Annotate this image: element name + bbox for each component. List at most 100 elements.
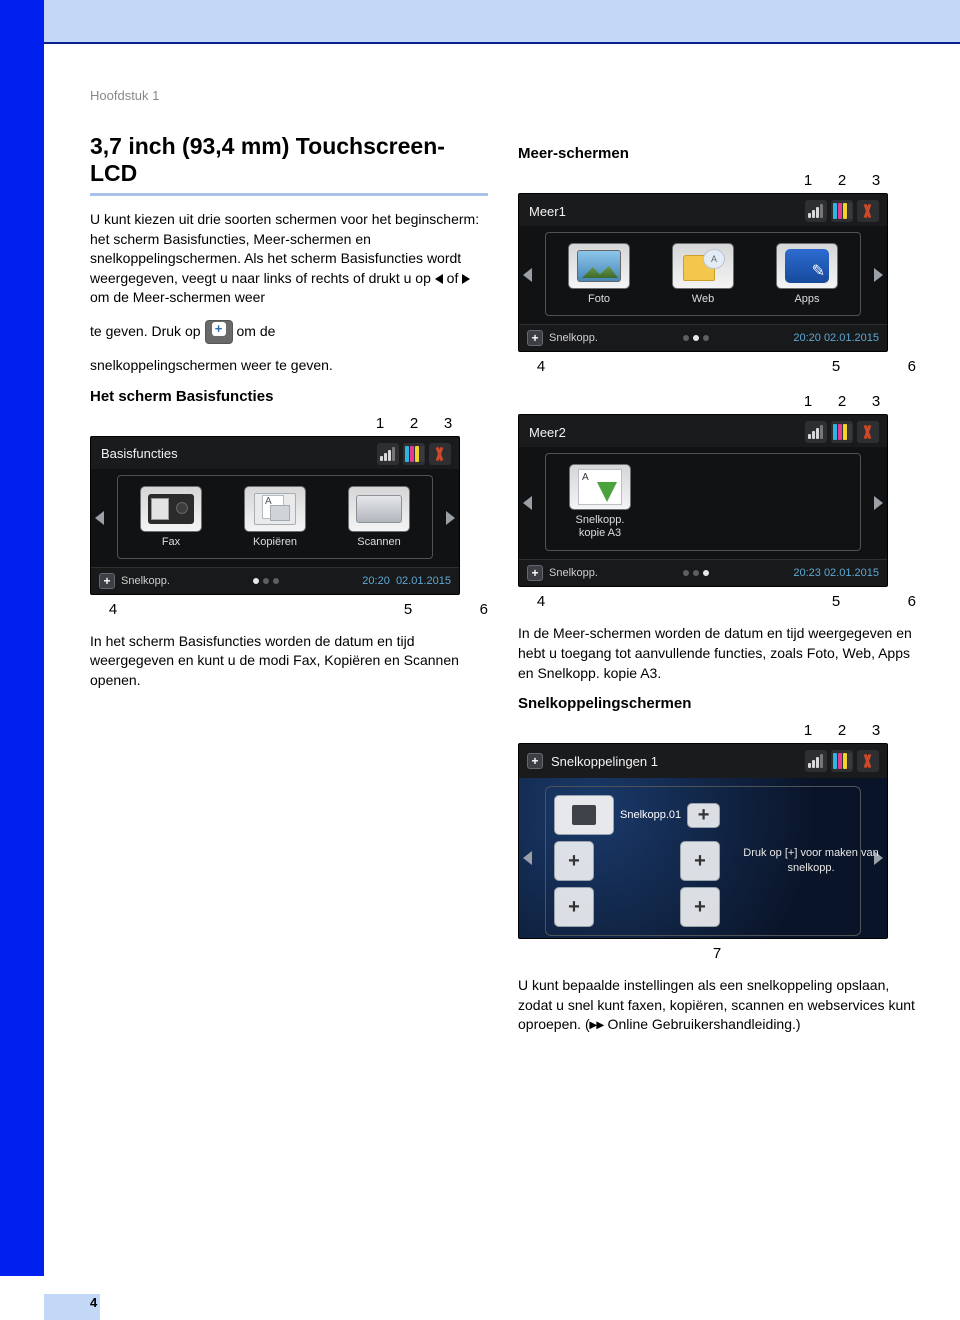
callout-3d: 3	[870, 722, 882, 739]
snel-add-1[interactable]: +	[687, 803, 720, 828]
status-icons	[377, 443, 451, 465]
callout-6: 6	[438, 601, 488, 618]
footer-date: 02.01.2015	[824, 332, 879, 344]
a3-line1: Snelkopp.	[576, 514, 625, 526]
footer-datetime: 20:20 02.01.2015	[362, 575, 451, 587]
callouts-bottom-meer2: 4 5 6	[518, 593, 916, 610]
lcd-meer1-title: Meer1	[529, 204, 566, 219]
callout-2d: 2	[836, 722, 848, 739]
basis-description: In het scherm Basisfuncties worden de da…	[90, 632, 488, 691]
app-row: Fax Kopiëren Scannen	[117, 475, 433, 559]
callouts-bottom-meer1: 4 5 6	[518, 358, 916, 375]
label-scan: Scannen	[357, 536, 400, 548]
callout-4: 4	[90, 601, 136, 618]
callouts-bottom-basis: 4 5 6	[90, 601, 488, 618]
nav-right-icon[interactable]	[874, 496, 883, 510]
intro-text-mid: of	[443, 270, 462, 286]
wifi-icon[interactable]	[805, 750, 827, 772]
ink-icon[interactable]	[831, 750, 853, 772]
footer-shortcut[interactable]: Snelkopp.	[549, 567, 598, 579]
snel-add-4[interactable]: +	[554, 887, 594, 927]
footer-time: 20:20	[362, 575, 390, 587]
nav-right-icon[interactable]	[874, 268, 883, 282]
tools-icon[interactable]	[857, 750, 879, 772]
label-fax: Fax	[162, 536, 180, 548]
intro-3b: om de	[237, 322, 276, 342]
nav-left-icon[interactable]	[523, 851, 532, 865]
callout-3: 3	[442, 415, 454, 432]
footer-shortcut[interactable]: Snelkopp.	[549, 332, 598, 344]
footer-plus-icon[interactable]: +	[99, 573, 115, 589]
snel-item-label: Snelkopp.01	[620, 809, 681, 821]
tile-web[interactable]: Web	[654, 239, 752, 311]
snel-tile-1[interactable]	[554, 795, 614, 835]
footer-shortcut-label[interactable]: Snelkopp.	[121, 575, 170, 587]
a3-icon	[578, 469, 622, 505]
callouts-top-meer2: 1 2 3	[518, 393, 916, 410]
callout-4c: 4	[518, 593, 564, 610]
callout-5: 5	[378, 601, 438, 618]
wifi-icon[interactable]	[805, 200, 827, 222]
left-column: 3,7 inch (93,4 mm) Touchscreen-LCD U kun…	[90, 133, 488, 1047]
tile-scan[interactable]: Scannen	[330, 482, 428, 554]
tools-icon[interactable]	[429, 443, 451, 465]
intro-4: snelkoppelingschermen weer te geven.	[90, 356, 488, 376]
tile-fax[interactable]: Fax	[122, 482, 220, 554]
tile-copy[interactable]: Kopiëren	[226, 482, 324, 554]
tools-icon[interactable]	[857, 200, 879, 222]
snel-hint: Druk op [+] voor maken van snelkopp.	[726, 795, 888, 927]
ink-icon[interactable]	[403, 443, 425, 465]
chapter-label: Hoofdstuk 1	[90, 88, 916, 103]
double-chevron-icon: ▸▸	[590, 1016, 604, 1032]
fax-icon	[148, 494, 194, 524]
nav-left-icon[interactable]	[523, 496, 532, 510]
tile-a3[interactable]: Snelkopp. kopie A3	[550, 460, 650, 546]
nav-left-icon[interactable]	[95, 511, 104, 525]
meer-description: In de Meer-schermen worden de datum en t…	[518, 624, 916, 683]
footer-left: + Snelkopp.	[99, 573, 170, 589]
nav-left-icon[interactable]	[523, 268, 532, 282]
label-web: Web	[692, 293, 714, 305]
callout-2c: 2	[836, 393, 848, 410]
lcd-basisfuncties: Basisfuncties Fax	[90, 436, 460, 595]
callout-2b: 2	[836, 172, 848, 189]
wifi-icon[interactable]	[805, 421, 827, 443]
lcd-snel-wrap: + Snelkoppelingen 1	[518, 743, 916, 939]
snel-description: U kunt bepaalde instellingen als een sne…	[518, 976, 916, 1035]
lcd-meer2-wrap: Meer2	[518, 414, 916, 587]
footer-plus-icon[interactable]: +	[527, 330, 543, 346]
snel-add-3[interactable]: +	[680, 841, 720, 881]
lcd-footer: + Snelkopp. 20:20 02.01.2015	[91, 567, 459, 594]
callouts-top-basis: 1 2 3	[90, 415, 488, 432]
footer-plus-icon[interactable]: +	[527, 565, 543, 581]
apps-icon	[785, 249, 829, 283]
header-plus-icon[interactable]: +	[527, 753, 543, 769]
callout-2: 2	[408, 415, 420, 432]
lcd-title: Basisfuncties	[101, 446, 178, 461]
ink-icon[interactable]	[831, 200, 853, 222]
intro-paragraph: U kunt kiezen uit drie soorten schermen …	[90, 210, 488, 308]
snel-add-5[interactable]: +	[680, 887, 720, 927]
tools-icon[interactable]	[857, 421, 879, 443]
nav-right-icon[interactable]	[446, 511, 455, 525]
callout-7: 7	[518, 945, 916, 962]
section-title: 3,7 inch (93,4 mm) Touchscreen-LCD	[90, 133, 488, 187]
photo-icon	[577, 250, 621, 282]
ink-icon[interactable]	[831, 421, 853, 443]
tile-apps[interactable]: Apps	[758, 239, 856, 311]
intro-3a: te geven. Druk op	[90, 322, 201, 342]
lcd-basis-wrap: Basisfuncties Fax	[90, 436, 488, 595]
right-triangle-icon	[462, 274, 470, 284]
snel-desc-b: Online Gebruikershandleiding.)	[604, 1016, 801, 1032]
subheading-snel: Snelkoppelingschermen	[518, 695, 916, 712]
callouts-top-snel: 1 2 3	[518, 722, 916, 739]
callout-4b: 4	[518, 358, 564, 375]
scan-icon	[356, 495, 402, 523]
shortcut-plus-icon	[205, 320, 233, 344]
snel-add-2[interactable]: +	[554, 841, 594, 881]
wifi-icon[interactable]	[377, 443, 399, 465]
tile-foto[interactable]: Foto	[550, 239, 648, 311]
label-foto: Foto	[588, 293, 610, 305]
callout-5b: 5	[806, 358, 866, 375]
callout-3b: 3	[870, 172, 882, 189]
